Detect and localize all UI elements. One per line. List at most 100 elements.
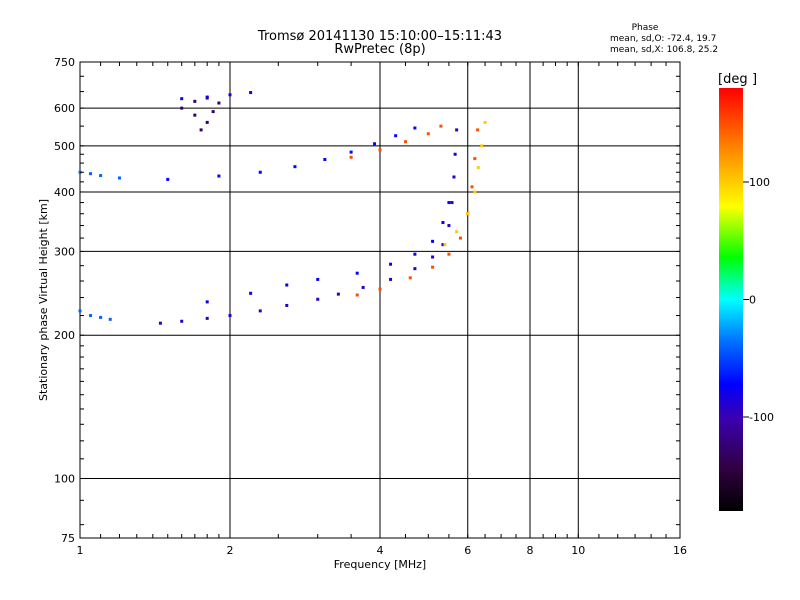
echo-point bbox=[293, 165, 297, 169]
x-tick-label: 1 bbox=[77, 544, 84, 557]
echo-point bbox=[483, 120, 487, 124]
y-tick-label: 600 bbox=[54, 102, 75, 115]
y-tick-label: 200 bbox=[54, 329, 75, 342]
echo-point bbox=[217, 174, 221, 178]
echo-point bbox=[439, 124, 443, 128]
x-axis-label: Frequency [MHz] bbox=[334, 558, 426, 571]
echo-point bbox=[389, 262, 393, 266]
echo-point bbox=[431, 239, 435, 243]
echo-point bbox=[413, 252, 417, 256]
echo-point bbox=[117, 176, 121, 180]
y-tick-label: 500 bbox=[54, 140, 75, 153]
echo-point bbox=[394, 134, 398, 138]
echo-point bbox=[316, 297, 320, 301]
colorbar bbox=[719, 88, 743, 511]
echo-point bbox=[89, 314, 93, 318]
echo-point bbox=[431, 255, 435, 259]
echo-point bbox=[349, 155, 353, 159]
echo-point bbox=[378, 287, 382, 291]
y-tick-label: 300 bbox=[54, 245, 75, 258]
echo-point bbox=[316, 277, 320, 281]
echo-point bbox=[99, 174, 103, 178]
echo-point bbox=[258, 170, 262, 174]
x-tick-label: 16 bbox=[673, 544, 687, 557]
echo-point bbox=[408, 276, 412, 280]
echo-point bbox=[166, 177, 170, 181]
echo-point bbox=[158, 321, 162, 325]
colorbar-tick-label: -100 bbox=[749, 411, 774, 424]
chart-subtitle: RwPretec (8p) bbox=[334, 42, 425, 57]
echo-point bbox=[447, 201, 451, 205]
echo-point bbox=[228, 93, 232, 97]
echo-point bbox=[355, 271, 359, 275]
echo-point bbox=[108, 317, 112, 321]
echo-point bbox=[99, 315, 103, 319]
echo-point bbox=[470, 185, 474, 189]
colorbar-tick-label: 100 bbox=[749, 176, 770, 189]
echo-point bbox=[180, 319, 184, 323]
echo-point bbox=[455, 230, 459, 234]
chart-title: Tromsø 20141130 15:10:00–15:11:43 bbox=[257, 29, 502, 44]
x-tick-label: 6 bbox=[464, 544, 471, 557]
echo-point bbox=[473, 157, 477, 161]
echo-point bbox=[378, 148, 382, 152]
echo-point bbox=[180, 106, 184, 110]
echo-point bbox=[431, 265, 435, 269]
echo-point bbox=[89, 172, 93, 176]
echo-point bbox=[285, 303, 289, 307]
x-tick-label: 2 bbox=[227, 544, 234, 557]
x-tick-label: 4 bbox=[377, 544, 384, 557]
echo-point bbox=[205, 120, 209, 124]
echo-point bbox=[441, 243, 445, 247]
echo-point bbox=[426, 132, 430, 136]
phase-box-line1: mean, sd,O: -72.4, 19.7 bbox=[610, 34, 716, 44]
echo-point bbox=[466, 212, 470, 216]
y-tick-label: 100 bbox=[54, 473, 75, 486]
echo-point bbox=[336, 292, 340, 296]
echo-point bbox=[450, 201, 454, 205]
echo-point bbox=[228, 314, 232, 318]
y-tick-label: 400 bbox=[54, 186, 75, 199]
phase-box-title: Phase bbox=[632, 23, 659, 33]
echo-point bbox=[205, 300, 209, 304]
echo-point bbox=[443, 243, 447, 247]
echo-point bbox=[447, 224, 451, 228]
x-tick-label: 10 bbox=[571, 544, 585, 557]
echo-point bbox=[447, 252, 451, 256]
echo-point bbox=[193, 99, 197, 103]
y-tick-label: 75 bbox=[61, 532, 75, 545]
echo-point bbox=[455, 128, 459, 132]
y-axis-label: Stationary phase Virtual Height [km] bbox=[37, 199, 50, 401]
echo-point bbox=[258, 309, 262, 313]
echo-point bbox=[413, 267, 417, 271]
echo-point bbox=[355, 293, 359, 297]
echo-point bbox=[452, 175, 456, 179]
echo-point bbox=[373, 142, 377, 146]
echo-point bbox=[476, 128, 480, 132]
echo-point bbox=[441, 221, 445, 225]
echo-point bbox=[323, 157, 327, 161]
echo-point bbox=[211, 110, 215, 114]
x-tick-label: 8 bbox=[527, 544, 534, 557]
echo-point bbox=[480, 144, 484, 148]
echo-point bbox=[180, 97, 184, 101]
echo-point bbox=[285, 283, 289, 287]
echo-point bbox=[205, 95, 209, 99]
echo-point bbox=[349, 150, 353, 154]
colorbar-label: [deg bbox=[718, 72, 748, 87]
echo-point bbox=[476, 166, 480, 170]
colorbar-bracket: ] bbox=[752, 72, 757, 87]
echo-point bbox=[249, 91, 253, 95]
echo-point bbox=[473, 190, 477, 194]
echo-point bbox=[389, 277, 393, 281]
colorbar-tick-label: 0 bbox=[749, 294, 756, 307]
y-tick-label: 750 bbox=[54, 56, 75, 69]
phase-box-line2: mean, sd,X: 106.8, 25.2 bbox=[610, 45, 718, 55]
echo-point bbox=[403, 140, 407, 144]
echo-point bbox=[453, 152, 457, 156]
echo-point bbox=[217, 101, 221, 105]
echo-point bbox=[193, 113, 197, 117]
echo-point bbox=[78, 309, 82, 313]
echo-point bbox=[361, 285, 365, 289]
